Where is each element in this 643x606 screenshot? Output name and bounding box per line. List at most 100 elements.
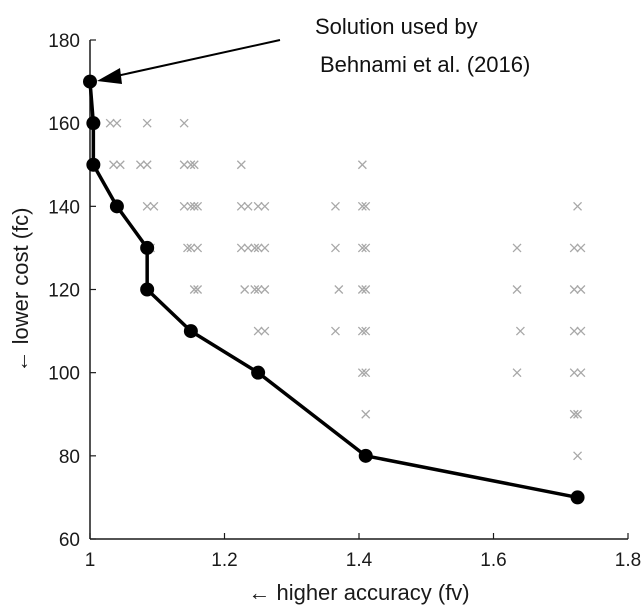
cross-marker — [512, 243, 522, 253]
cross-marker — [569, 285, 579, 294]
cross-marker — [361, 368, 371, 378]
cross-marker — [253, 201, 263, 211]
y-tick-label: 120 — [48, 281, 80, 302]
cross-marker — [236, 201, 246, 211]
cross-marker — [260, 285, 270, 294]
cross-marker — [569, 243, 579, 253]
cross-marker — [260, 201, 270, 211]
cross-marker — [260, 243, 270, 253]
pareto-point — [86, 116, 101, 131]
cross-marker — [361, 243, 371, 253]
cross-marker — [357, 201, 367, 211]
y-tick-label: 160 — [48, 114, 80, 135]
ticks: 1 1.2 1.4 1.6 1.8 60 80 100 120 140 160 180 — [48, 31, 641, 571]
cross-marker — [189, 201, 199, 211]
cross-marker — [135, 160, 145, 170]
cross-marker — [193, 285, 203, 294]
cross-marker — [512, 285, 522, 294]
cross-marker — [183, 243, 192, 253]
cross-marker — [236, 243, 246, 253]
x-axis-title: ← higher accuracy (fv) — [248, 580, 469, 605]
cross-marker — [576, 285, 586, 294]
x-tick-label: 1.4 — [346, 550, 373, 571]
x-tick-label: 1.6 — [480, 550, 506, 571]
candidate-solutions — [105, 118, 586, 461]
cross-marker — [260, 326, 270, 336]
pareto-point — [183, 324, 198, 339]
pareto-point — [570, 490, 585, 505]
cross-marker — [512, 368, 522, 378]
y-tick-label: 80 — [59, 447, 80, 468]
cross-marker — [331, 201, 340, 211]
annotation-line-1: Solution used by — [315, 14, 478, 39]
y-tick-label: 140 — [48, 197, 80, 218]
pareto-point — [358, 448, 373, 463]
cross-marker — [515, 326, 525, 336]
cross-marker — [361, 326, 371, 336]
annotation-arrow-line — [111, 39, 281, 78]
x-tick-label: 1 — [85, 550, 96, 571]
cross-marker — [243, 243, 253, 253]
cross-marker — [331, 243, 340, 253]
cross-marker — [186, 243, 196, 253]
cross-marker — [576, 368, 586, 378]
cross-marker — [334, 285, 344, 294]
x-tick-label: 1.2 — [211, 550, 237, 571]
cross-marker — [236, 160, 246, 170]
annotation-arrowhead — [97, 68, 122, 84]
cross-marker — [569, 409, 579, 419]
cross-marker — [357, 285, 367, 294]
pareto-point — [251, 365, 266, 380]
cross-marker — [179, 118, 189, 128]
cross-marker — [193, 201, 203, 211]
cross-marker — [576, 326, 586, 336]
cross-marker — [109, 160, 118, 170]
cross-marker — [576, 243, 586, 253]
cross-marker — [253, 243, 263, 253]
cross-marker — [569, 368, 579, 378]
cross-marker — [361, 409, 371, 419]
pareto-front — [83, 74, 585, 505]
pareto-point — [86, 157, 101, 172]
cross-marker — [357, 326, 367, 336]
cross-marker — [243, 201, 253, 211]
cross-marker — [573, 409, 583, 419]
annotation: Solution used by Behnami et al. (2016) — [97, 14, 530, 84]
cross-marker — [573, 201, 583, 211]
cross-marker — [186, 201, 196, 211]
cross-marker — [240, 285, 250, 294]
y-tick-label: 180 — [48, 31, 80, 52]
cross-marker — [179, 201, 189, 211]
cross-marker — [142, 118, 152, 128]
cross-marker — [253, 285, 263, 294]
cross-marker — [193, 243, 203, 253]
cross-marker — [361, 201, 371, 211]
pareto-point — [140, 240, 155, 255]
axes — [89, 40, 628, 540]
pareto-point — [109, 199, 124, 214]
cross-marker — [569, 326, 579, 336]
cross-marker — [573, 451, 583, 461]
cross-marker — [186, 160, 196, 170]
pareto-point — [140, 282, 155, 297]
cross-marker — [189, 160, 199, 170]
cross-marker — [250, 243, 260, 253]
x-tick-label: 1.8 — [615, 550, 641, 571]
y-axis-title: ← lower cost (fc) — [8, 207, 33, 372]
cross-marker — [357, 243, 367, 253]
cross-marker — [149, 201, 159, 211]
cross-marker — [112, 118, 122, 128]
y-tick-label: 100 — [48, 364, 80, 385]
pareto-point — [83, 74, 97, 89]
cross-marker — [142, 160, 152, 170]
cross-marker — [189, 285, 199, 294]
cross-marker — [250, 285, 260, 294]
cross-marker — [357, 160, 367, 170]
cross-marker — [357, 368, 367, 378]
y-tick-label: 60 — [59, 530, 80, 551]
cross-marker — [105, 118, 115, 128]
cross-marker — [253, 326, 263, 336]
pareto-line — [88, 81, 578, 500]
cross-marker — [179, 160, 189, 170]
